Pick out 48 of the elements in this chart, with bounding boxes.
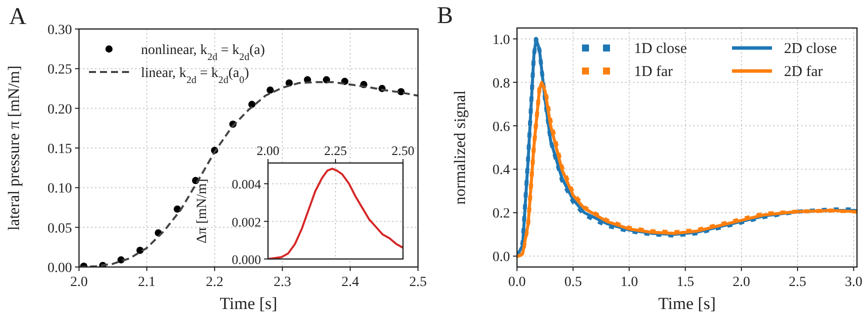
- x-tick-label: 1.0: [620, 275, 638, 290]
- y-tick-label: 0.00: [48, 261, 72, 276]
- y-tick-label: 0.10: [48, 182, 72, 197]
- point: [248, 100, 256, 108]
- y-tick-label: 0.30: [48, 23, 72, 38]
- legend-label: linear, k$_{2d}$ = k$_{2d}$(a$_{0}$): [141, 66, 250, 86]
- x-tick-label: 2.25: [324, 143, 347, 158]
- legend-label: 1D close: [634, 41, 688, 57]
- chart-title: B: [437, 3, 454, 29]
- y-axis-title: normalized signal: [452, 90, 469, 205]
- y-tick-label: 0.000: [232, 252, 261, 267]
- legend-label: 1D far: [634, 64, 673, 80]
- x-axis-title: Time [s]: [658, 294, 716, 313]
- y-tick-label: 0.2: [492, 206, 510, 222]
- legend-label: 2D far: [784, 64, 823, 80]
- x-tick-label: 3.0: [844, 275, 862, 290]
- y-tick-label: 0.25: [48, 62, 72, 78]
- y-tick-label: 0.20: [48, 102, 72, 118]
- y-tick-label: 0.15: [48, 142, 72, 157]
- y-tick-label: 1.0: [492, 32, 510, 48]
- x-tick-label: 2.0: [732, 275, 750, 290]
- x-tick-label: 2.5: [409, 275, 427, 290]
- legend-label: 2D close: [784, 41, 838, 57]
- y-tick-label: 0.002: [232, 214, 261, 230]
- x-tick-label: 0.5: [564, 275, 582, 290]
- y-tick-label: 0.4: [492, 163, 510, 178]
- x-tick-label: 0.0: [508, 275, 526, 290]
- x-tick-label: 2.00: [256, 143, 280, 158]
- y-axis-title: lateral pressure π [mN/m]: [6, 66, 23, 230]
- y-tick-label: 0.8: [492, 76, 510, 92]
- y-tick-label: 0.0: [492, 250, 510, 266]
- y-axis-title: Δπ [mN/m]: [195, 178, 210, 244]
- x-tick-label: 2.0: [70, 275, 88, 290]
- x-tick-label: 2.1: [138, 275, 156, 290]
- x-tick-label: 2.3: [274, 275, 292, 290]
- line-series: [268, 168, 403, 259]
- x-axis-title: Time [s]: [220, 294, 278, 313]
- x-tick-label: 1.5: [676, 275, 694, 290]
- y-tick-label: 0.004: [232, 176, 262, 192]
- x-tick-label: 2.4: [341, 275, 359, 290]
- legend-label: nonlinear, k$_{2d}$ = k$_{2d}$(a): [141, 43, 266, 62]
- x-tick-label: 2.2: [206, 275, 224, 290]
- x-tick-label: 2.5: [788, 275, 806, 290]
- point: [266, 86, 274, 94]
- x-tick-label: 2.50: [392, 143, 414, 158]
- y-tick-label: 0.05: [48, 221, 72, 236]
- y-tick-label: 0.6: [492, 120, 510, 135]
- chart-title: A: [9, 4, 27, 30]
